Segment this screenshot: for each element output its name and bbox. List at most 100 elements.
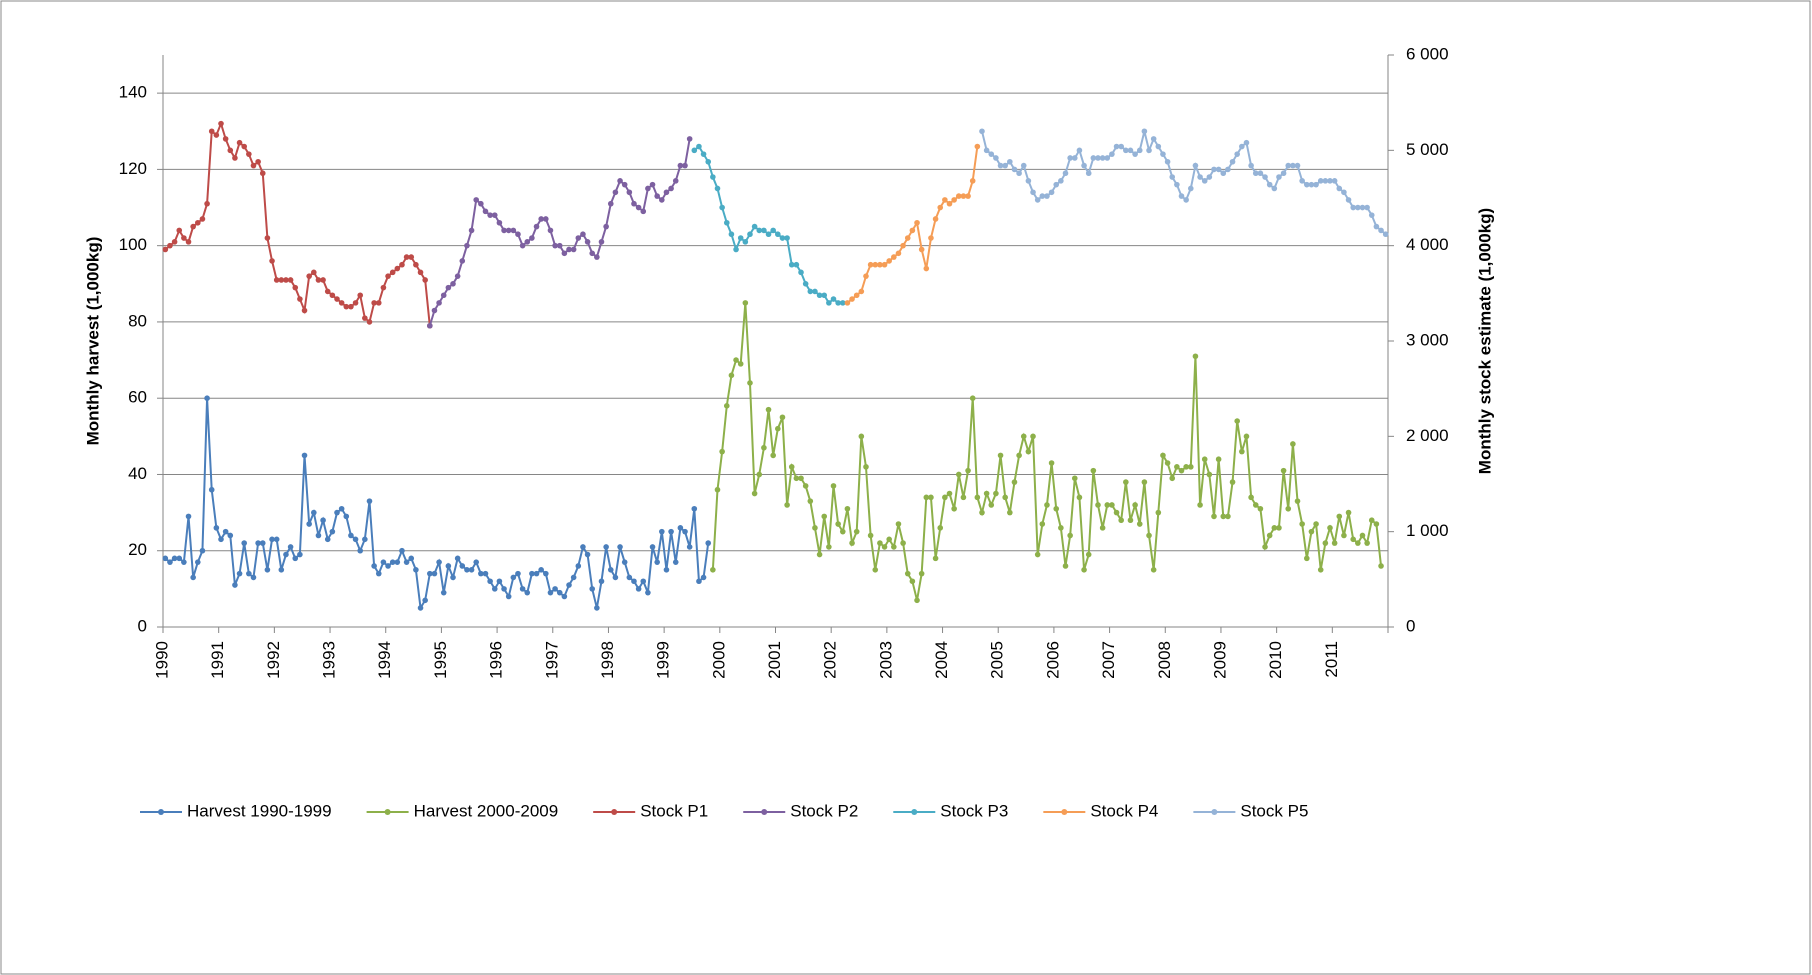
data-point [371, 563, 377, 569]
data-point [598, 239, 605, 245]
data-point [891, 544, 897, 550]
data-point [965, 193, 971, 199]
data-point [246, 151, 252, 157]
data-point [259, 170, 266, 177]
data-point [515, 231, 521, 238]
data-point [677, 162, 684, 169]
data-point [714, 486, 721, 493]
data-point [195, 219, 201, 226]
data-point [747, 380, 753, 386]
data-point [1007, 509, 1013, 516]
data-point [1368, 212, 1375, 218]
data-point [1303, 555, 1310, 562]
data-point [320, 517, 326, 524]
data-point [519, 242, 526, 249]
data-point [399, 547, 405, 554]
legend-label: Stock P5 [1240, 801, 1308, 820]
data-point [208, 486, 215, 493]
data-point [612, 574, 619, 581]
data-point [213, 525, 220, 531]
data-point [371, 300, 377, 306]
data-point [566, 246, 572, 253]
data-point [1368, 517, 1375, 524]
data-point [436, 300, 442, 306]
data-point [1225, 166, 1231, 173]
data-point [1257, 170, 1264, 177]
data-point [1178, 467, 1185, 474]
legend-marker [911, 809, 918, 815]
data-point [775, 231, 781, 238]
y2-tick-label: 3 000 [1406, 330, 1449, 349]
data-point [621, 181, 628, 188]
data-point [250, 574, 257, 581]
data-point [784, 502, 790, 508]
data-point [547, 589, 554, 596]
data-point [431, 570, 438, 577]
data-point [1113, 509, 1120, 516]
data-point [733, 357, 739, 363]
data-point [668, 528, 674, 535]
data-point [696, 143, 702, 150]
data-point [1146, 532, 1152, 539]
data-point [1317, 567, 1324, 573]
data-point [236, 570, 243, 577]
data-point [1020, 433, 1027, 440]
legend-marker [158, 809, 164, 815]
x-tick-label: 1994 [375, 641, 394, 679]
data-point [872, 567, 879, 573]
data-point [227, 532, 234, 539]
data-point [273, 277, 280, 283]
data-point [872, 261, 879, 268]
data-point [273, 536, 280, 543]
data-point [942, 494, 948, 501]
data-point [171, 555, 178, 562]
data-point [1058, 525, 1064, 531]
data-point [635, 204, 642, 211]
data-point [176, 555, 183, 562]
data-point [1313, 181, 1319, 188]
data-point [232, 582, 238, 588]
data-point [904, 570, 911, 577]
data-point [1303, 181, 1310, 188]
data-point [1164, 460, 1171, 466]
data-point [770, 227, 776, 234]
data-point [222, 528, 229, 535]
data-point [1136, 147, 1143, 154]
data-point [589, 586, 596, 592]
data-point [1322, 178, 1329, 184]
data-point [960, 494, 967, 501]
data-point [515, 570, 521, 577]
data-point [705, 540, 712, 546]
data-point [311, 269, 317, 276]
data-point [1266, 181, 1273, 188]
data-point [529, 235, 535, 241]
y-tick-label: 140 [119, 83, 147, 102]
data-point [761, 227, 767, 234]
data-point [700, 151, 707, 157]
data-point [779, 235, 786, 241]
data-point [1160, 151, 1166, 157]
data-point [501, 586, 507, 592]
data-point [1364, 540, 1370, 546]
data-point [816, 292, 823, 299]
data-point [830, 483, 837, 489]
data-point [826, 544, 832, 550]
legend-marker [1211, 809, 1218, 815]
data-point [403, 559, 410, 565]
data-point [1290, 162, 1296, 169]
data-point [1071, 475, 1078, 482]
data-point [918, 570, 925, 577]
data-point [668, 185, 674, 192]
data-point [742, 239, 749, 245]
data-point [575, 235, 582, 241]
data-point [626, 189, 633, 196]
y-tick-label: 20 [128, 540, 147, 559]
x-tick-label: 1996 [487, 641, 506, 679]
data-point [556, 242, 563, 249]
data-point [631, 200, 637, 207]
data-point [1285, 162, 1292, 169]
data-point [761, 444, 767, 451]
data-point [853, 528, 860, 535]
data-point [723, 403, 730, 409]
data-point [1308, 528, 1315, 535]
